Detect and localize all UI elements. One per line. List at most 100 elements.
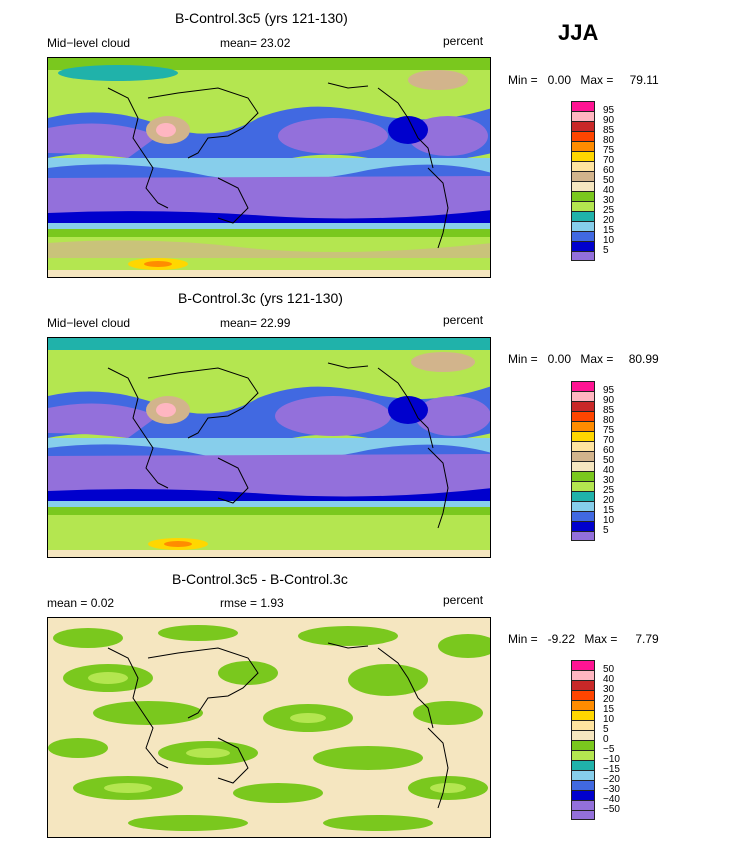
colorbar-swatch xyxy=(571,121,595,131)
colorbar-label: 40 xyxy=(603,465,615,476)
panel-3-rmse-label: rmse = 1.93 xyxy=(220,596,284,610)
colorbar-swatch xyxy=(571,750,595,760)
colorbar-label: 95 xyxy=(603,385,615,396)
colorbar-swatch xyxy=(571,800,595,810)
colorbar-swatch xyxy=(571,171,595,181)
colorbar-label: 50 xyxy=(603,455,615,466)
colorbar-swatch xyxy=(571,810,595,820)
colorbar-swatch xyxy=(571,710,595,720)
panel-3-minmax: Min = -9.22 Max = 7.79 xyxy=(508,632,659,646)
colorbar-swatch xyxy=(571,720,595,730)
colorbar-swatch xyxy=(571,461,595,471)
panel-3-max-value: 7.79 xyxy=(635,632,659,646)
colorbar-label: 5 xyxy=(603,525,609,536)
colorbar-swatch xyxy=(571,521,595,531)
colorbar-label: 75 xyxy=(603,145,615,156)
panel-2-min-value: 0.00 xyxy=(547,352,572,366)
panel-2-variable-label: Mid−level cloud xyxy=(47,316,131,330)
colorbar-swatch xyxy=(571,740,595,750)
panel-3-max-label: Max = xyxy=(584,632,618,646)
colorbar-label: 20 xyxy=(603,495,615,506)
colorbar-swatch xyxy=(571,790,595,800)
colorbar-label: 85 xyxy=(603,125,615,136)
colorbar-label: 80 xyxy=(603,135,615,146)
panel-1-minmax: Min = 0.00 Max = 79.11 xyxy=(508,73,659,87)
panel-2-max-label: Max = xyxy=(580,352,614,366)
colorbar-swatch xyxy=(571,451,595,461)
panel-1-min-value: 0.00 xyxy=(547,73,572,87)
colorbar-swatch xyxy=(571,670,595,680)
colorbar-label: −15 xyxy=(603,764,620,775)
panel-3-colorbar xyxy=(571,660,595,820)
colorbar-label: 70 xyxy=(603,435,615,446)
colorbar-label: 50 xyxy=(603,664,615,675)
panel-2-units-label: percent xyxy=(443,313,484,327)
panel-1-units-label: percent xyxy=(443,34,484,48)
colorbar-swatch xyxy=(571,491,595,501)
colorbar-label: 90 xyxy=(603,115,615,126)
colorbar-swatch xyxy=(571,381,595,391)
colorbar-swatch xyxy=(571,181,595,191)
colorbar-swatch xyxy=(571,700,595,710)
colorbar-swatch xyxy=(571,111,595,121)
panel-2-mean-label: mean= 22.99 xyxy=(220,316,291,330)
panel-3-units-label: percent xyxy=(443,593,484,607)
colorbar-swatch xyxy=(571,441,595,451)
colorbar-label: 40 xyxy=(603,185,615,196)
colorbar-swatch xyxy=(571,511,595,521)
panel-1-colorbar xyxy=(571,101,595,261)
colorbar-label: 10 xyxy=(603,714,615,725)
colorbar-swatch xyxy=(571,780,595,790)
colorbar-swatch xyxy=(571,680,595,690)
colorbar-label: −40 xyxy=(603,794,620,805)
colorbar-label: −5 xyxy=(603,744,615,755)
colorbar-label: 5 xyxy=(603,724,609,735)
panel-3-map xyxy=(47,617,491,838)
panel-2-map xyxy=(47,337,491,558)
colorbar-swatch xyxy=(571,690,595,700)
panel-3-min-value: -9.22 xyxy=(547,632,576,646)
colorbar-swatch xyxy=(571,401,595,411)
colorbar-swatch xyxy=(571,101,595,111)
colorbar-swatch xyxy=(571,241,595,251)
colorbar-label: −20 xyxy=(603,774,620,785)
colorbar-label: 30 xyxy=(603,195,615,206)
colorbar-swatch xyxy=(571,391,595,401)
panel-3-min-label: Min = xyxy=(508,632,538,646)
panel-1-min-label: Min = xyxy=(508,73,538,87)
colorbar-label: 30 xyxy=(603,475,615,486)
colorbar-label: 5 xyxy=(603,245,609,256)
panel-2-max-value: 80.99 xyxy=(628,352,659,366)
colorbar-swatch xyxy=(571,201,595,211)
colorbar-label: 50 xyxy=(603,175,615,186)
colorbar-label: 25 xyxy=(603,485,615,496)
panel-1-variable-label: Mid−level cloud xyxy=(47,36,131,50)
colorbar-swatch xyxy=(571,211,595,221)
colorbar-swatch xyxy=(571,231,595,241)
panel-2-minmax: Min = 0.00 Max = 80.99 xyxy=(508,352,659,366)
colorbar-label: 30 xyxy=(603,684,615,695)
panel-2-colorbar xyxy=(571,381,595,541)
season-label: JJA xyxy=(558,20,599,45)
colorbar-label: 0 xyxy=(603,734,609,745)
panel-3-mean-label: mean = 0.02 xyxy=(47,596,115,610)
colorbar-swatch xyxy=(571,131,595,141)
colorbar-label: 25 xyxy=(603,205,615,216)
colorbar-swatch xyxy=(571,431,595,441)
colorbar-label: 80 xyxy=(603,415,615,426)
colorbar-swatch xyxy=(571,251,595,261)
colorbar-label: 95 xyxy=(603,105,615,116)
colorbar-label: 40 xyxy=(603,674,615,685)
colorbar-swatch xyxy=(571,730,595,740)
colorbar-swatch xyxy=(571,481,595,491)
colorbar-label: 70 xyxy=(603,155,615,166)
colorbar-swatch xyxy=(571,471,595,481)
colorbar-swatch xyxy=(571,221,595,231)
colorbar-swatch xyxy=(571,191,595,201)
colorbar-swatch xyxy=(571,760,595,770)
colorbar-swatch xyxy=(571,770,595,780)
colorbar-swatch xyxy=(571,660,595,670)
panel-2-title: B-Control.3c (yrs 121-130) xyxy=(178,290,343,306)
panel-1-max-label: Max = xyxy=(580,73,614,87)
colorbar-label: 20 xyxy=(603,694,615,705)
